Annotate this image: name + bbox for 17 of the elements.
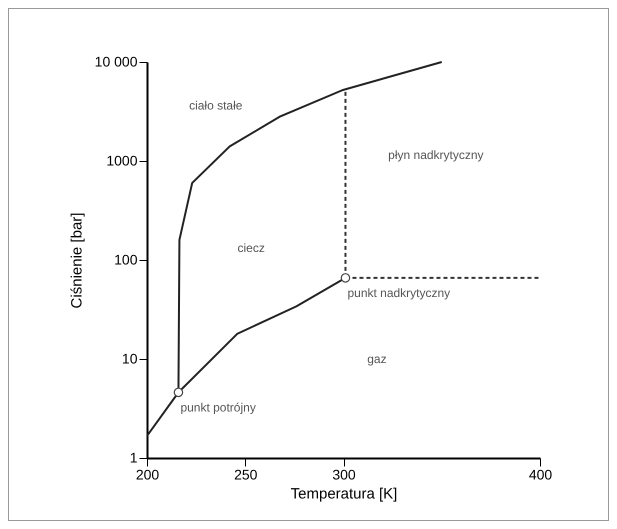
x-tick-label: 200 [136, 466, 160, 482]
y-axis-title: Ciśnienie [bar] [68, 212, 86, 308]
annotation: punkt nadkrytyczny [347, 286, 450, 300]
x-tick-label: 300 [332, 466, 356, 482]
y-tick-label: 10 [122, 350, 138, 366]
annotation: gaz [367, 352, 387, 366]
y-tick-label: 1000 [106, 152, 138, 168]
annotation: ciało stałe [189, 98, 243, 113]
annotation: płyn nadkrytyczny [388, 148, 484, 162]
x-axis-title: Temperatura [K] [290, 486, 398, 502]
annotation: ciecz [237, 241, 265, 256]
y-tick-label: 100 [114, 252, 138, 268]
x-tick-label: 250 [234, 466, 258, 482]
y-tick-label: 10 000 [94, 54, 138, 70]
x-tick-label: 400 [528, 466, 552, 482]
y-tick-label: 1 [130, 450, 138, 466]
annotation: punkt potrójny [180, 400, 256, 414]
